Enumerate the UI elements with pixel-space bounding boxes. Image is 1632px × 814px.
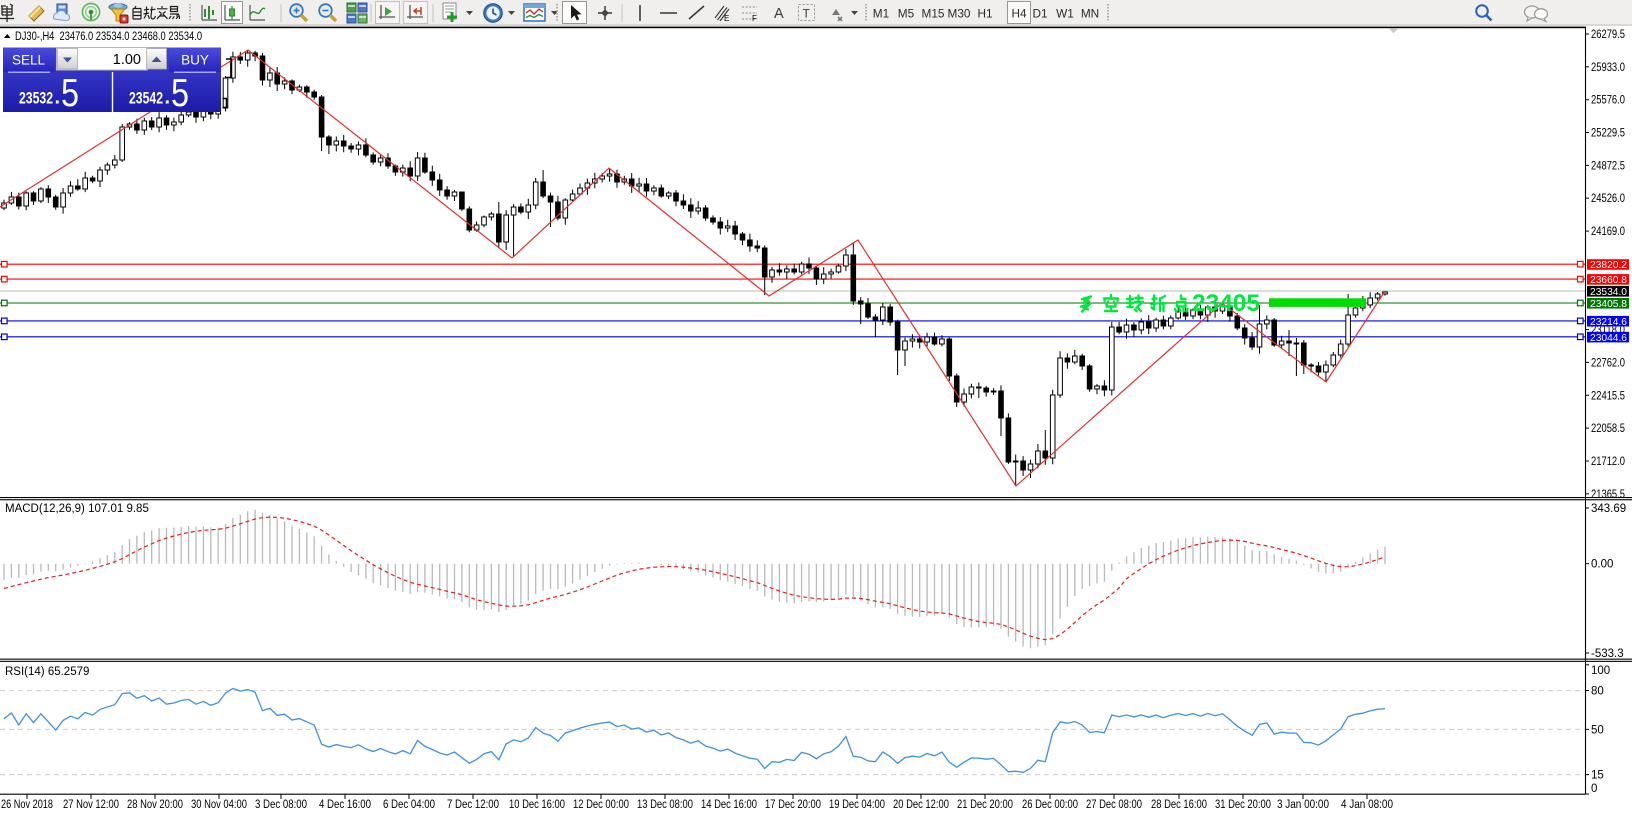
- svg-text:M1: M1: [873, 7, 889, 21]
- svg-text:26 Nov 2018: 26 Nov 2018: [1, 799, 53, 811]
- svg-text:12 Dec 00:00: 12 Dec 00:00: [573, 799, 629, 811]
- svg-text:14 Dec 16:00: 14 Dec 16:00: [701, 799, 757, 811]
- svg-text:23044.6: 23044.6: [1590, 332, 1627, 344]
- svg-text:343.69: 343.69: [1591, 503, 1626, 515]
- svg-text:4 Jan 08:00: 4 Jan 08:00: [1341, 799, 1393, 811]
- svg-text:26279.5: 26279.5: [1591, 29, 1625, 41]
- svg-text:22415.5: 22415.5: [1591, 390, 1625, 402]
- svg-text:50: 50: [1591, 724, 1604, 736]
- svg-text:.: .: [55, 87, 61, 109]
- svg-text:MN: MN: [1081, 7, 1099, 21]
- svg-text:21712.0: 21712.0: [1591, 456, 1625, 468]
- svg-text:5: 5: [61, 72, 79, 115]
- svg-text:D1: D1: [1032, 7, 1047, 21]
- svg-text:23532: 23532: [19, 90, 53, 108]
- svg-text:31 Dec 20:00: 31 Dec 20:00: [1215, 799, 1271, 811]
- svg-text:24872.5: 24872.5: [1591, 160, 1625, 172]
- svg-text:BUY: BUY: [181, 53, 209, 68]
- svg-text:23405.8: 23405.8: [1590, 298, 1627, 310]
- svg-text:22058.5: 22058.5: [1591, 423, 1625, 435]
- svg-text:0.00: 0.00: [1591, 559, 1613, 571]
- svg-text:H1: H1: [977, 7, 992, 21]
- svg-text:21365.5: 21365.5: [1591, 489, 1625, 501]
- svg-text:100: 100: [1591, 665, 1610, 677]
- svg-text:23534.0: 23534.0: [1590, 286, 1627, 298]
- svg-text:22762.0: 22762.0: [1591, 357, 1625, 369]
- svg-text:F: F: [752, 14, 757, 23]
- svg-text:6 Dec 04:00: 6 Dec 04:00: [383, 799, 435, 811]
- svg-text:23542: 23542: [129, 90, 163, 108]
- svg-text:24169.0: 24169.0: [1591, 226, 1625, 238]
- svg-text:21 Dec 20:00: 21 Dec 20:00: [957, 799, 1013, 811]
- svg-text:17 Dec 20:00: 17 Dec 20:00: [765, 799, 821, 811]
- svg-text:25229.5: 25229.5: [1591, 128, 1625, 140]
- svg-text:25933.0: 25933.0: [1591, 62, 1625, 74]
- svg-text:.: .: [165, 87, 171, 109]
- svg-text:T: T: [803, 7, 811, 21]
- svg-text:23660.8: 23660.8: [1590, 274, 1627, 286]
- svg-text:10 Dec 16:00: 10 Dec 16:00: [509, 799, 565, 811]
- svg-text:5: 5: [171, 72, 189, 115]
- svg-text:23214.6: 23214.6: [1590, 316, 1627, 328]
- svg-text:DJ30-,H4 23476.0 23534.0 2346: DJ30-,H4 23476.0 23534.0 23468.0 23534.0: [15, 31, 202, 43]
- svg-text:7 Dec 12:00: 7 Dec 12:00: [447, 799, 499, 811]
- svg-text:15: 15: [1591, 770, 1604, 782]
- svg-text:3 Dec 08:00: 3 Dec 08:00: [255, 799, 307, 811]
- svg-text:MACD(12,26,9) 107.01 9.85: MACD(12,26,9) 107.01 9.85: [5, 503, 149, 515]
- svg-text:4 Dec 16:00: 4 Dec 16:00: [319, 799, 371, 811]
- svg-text:E: E: [724, 14, 729, 23]
- svg-text:SELL: SELL: [12, 53, 46, 68]
- svg-text:13 Dec 08:00: 13 Dec 08:00: [637, 799, 693, 811]
- svg-text:A: A: [774, 6, 784, 22]
- svg-text:25576.0: 25576.0: [1591, 95, 1625, 107]
- svg-text:M15: M15: [922, 7, 945, 21]
- svg-text:19 Dec 04:00: 19 Dec 04:00: [829, 799, 885, 811]
- svg-text:26 Dec 00:00: 26 Dec 00:00: [1022, 799, 1078, 811]
- svg-text:RSI(14) 65.2579: RSI(14) 65.2579: [5, 666, 89, 678]
- svg-text:28 Nov 20:00: 28 Nov 20:00: [127, 799, 183, 811]
- svg-text:28 Dec 16:00: 28 Dec 16:00: [1151, 799, 1207, 811]
- svg-text:M5: M5: [898, 7, 915, 21]
- svg-text:W1: W1: [1056, 7, 1074, 21]
- svg-text:20 Dec 12:00: 20 Dec 12:00: [893, 799, 949, 811]
- svg-text:23820.2: 23820.2: [1590, 259, 1627, 271]
- svg-text:-533.3: -533.3: [1591, 648, 1624, 660]
- svg-text:27 Dec 08:00: 27 Dec 08:00: [1086, 799, 1142, 811]
- svg-text:3 Jan 00:00: 3 Jan 00:00: [1277, 799, 1329, 811]
- svg-text:1.00: 1.00: [113, 52, 141, 68]
- svg-text:30 Nov 04:00: 30 Nov 04:00: [191, 799, 247, 811]
- svg-text:23405: 23405: [1192, 290, 1260, 317]
- svg-text:27 Nov 12:00: 27 Nov 12:00: [63, 799, 119, 811]
- svg-text:M30: M30: [948, 7, 971, 21]
- svg-text:24526.0: 24526.0: [1591, 193, 1625, 205]
- svg-text:H4: H4: [1011, 7, 1027, 21]
- svg-text:80: 80: [1591, 686, 1604, 698]
- svg-text:0: 0: [1591, 783, 1597, 795]
